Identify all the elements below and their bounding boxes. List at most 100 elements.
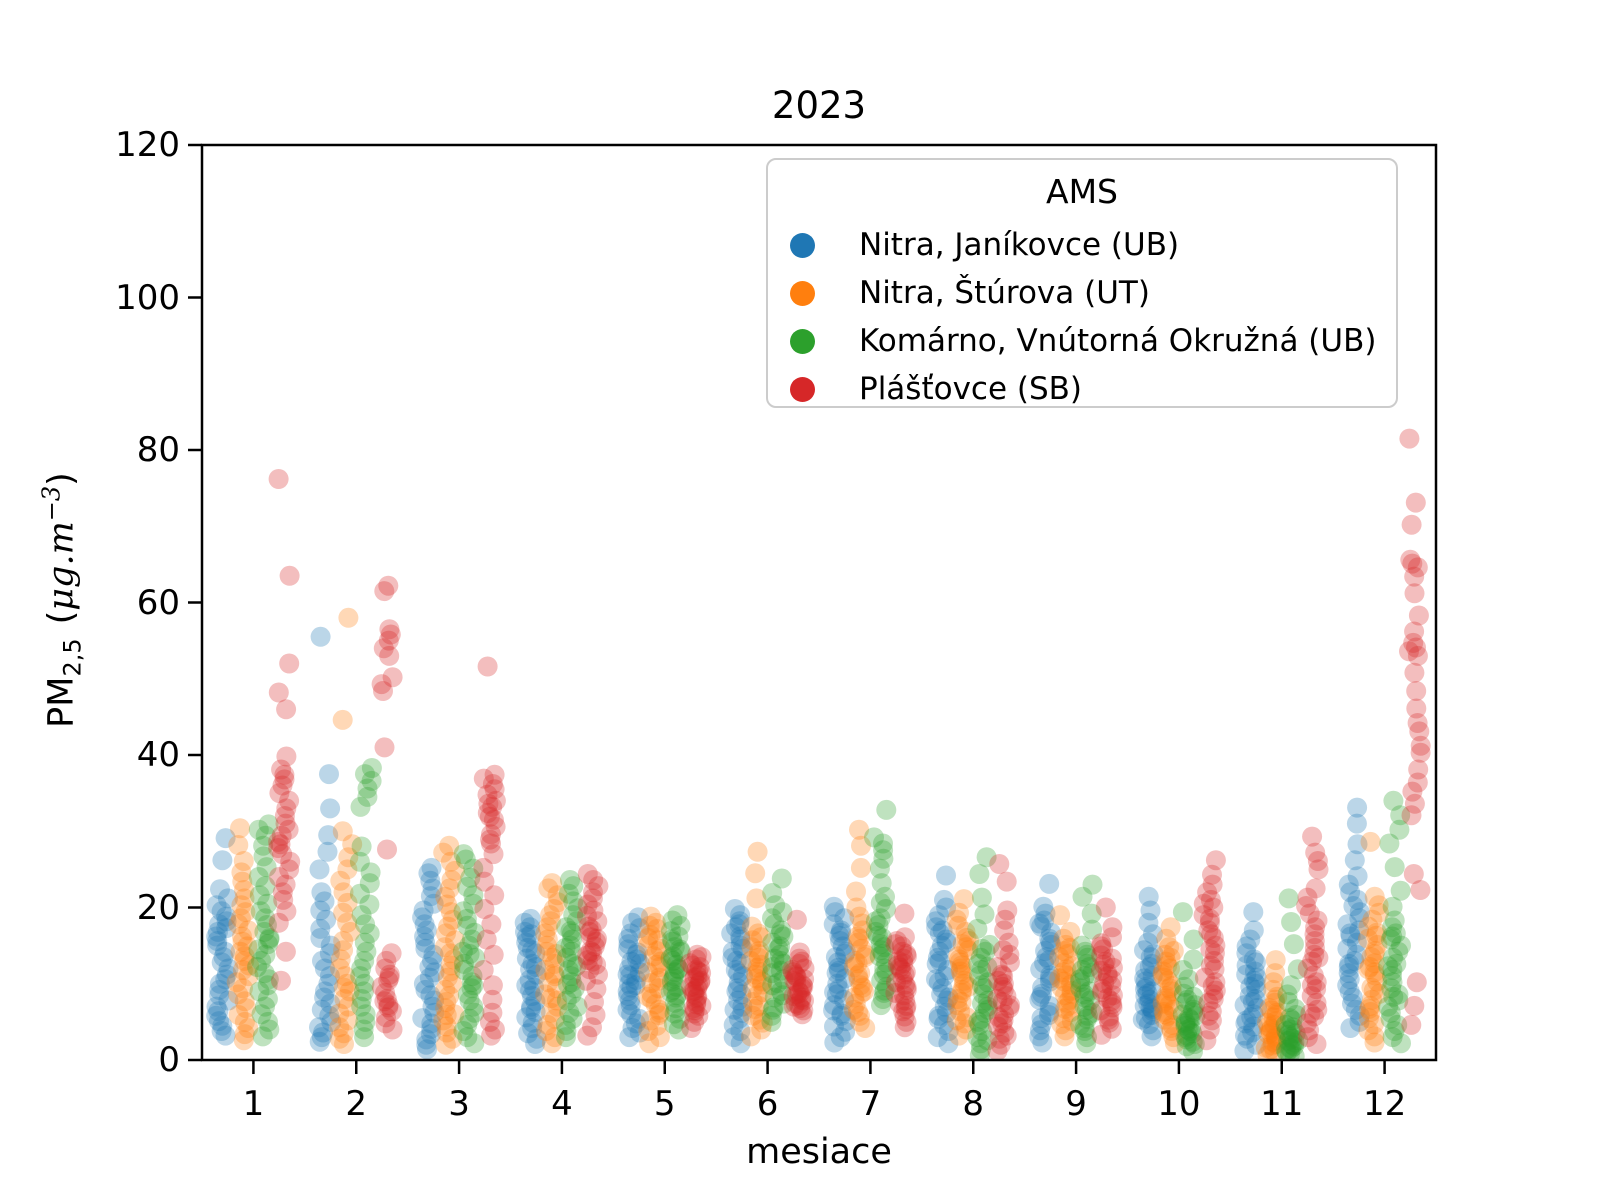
scatter-point <box>1136 976 1157 997</box>
scatter-point <box>660 982 681 1003</box>
scatter-point <box>480 829 500 850</box>
scatter-point <box>771 868 792 889</box>
scatter-point <box>556 947 577 968</box>
scatter-point <box>373 681 393 701</box>
scatter-point <box>894 903 915 924</box>
scatter-point <box>314 987 335 1008</box>
scatter-point <box>1142 953 1163 974</box>
scatter-point <box>1154 967 1174 988</box>
scatter-point <box>873 833 893 854</box>
scatter-point <box>255 944 276 965</box>
scatter-point <box>1301 986 1322 1006</box>
scatter-point <box>255 908 276 929</box>
scatter-point <box>209 973 230 994</box>
scatter-point <box>1176 1029 1197 1050</box>
scatter-point <box>988 1016 1009 1037</box>
scatter-point <box>792 1004 813 1025</box>
scatter-point <box>311 1027 332 1048</box>
scatter-point <box>746 888 767 909</box>
scatter-point <box>679 953 700 974</box>
scatter-point <box>850 1005 870 1026</box>
scatter-point <box>1031 1014 1052 1035</box>
scatter-point <box>748 995 769 1016</box>
scatter-point <box>1285 1023 1306 1044</box>
scatter-point <box>1358 928 1378 949</box>
scatter-point <box>329 1017 350 1038</box>
scatter-point <box>435 1034 456 1055</box>
scatter-point <box>256 857 277 878</box>
scatter-point <box>849 928 870 949</box>
scatter-point <box>1358 959 1379 980</box>
scatter-point <box>722 947 743 968</box>
scatter-point <box>310 918 331 939</box>
scatter-point <box>992 992 1013 1012</box>
scatter-point <box>1349 902 1370 923</box>
scatter-point <box>1152 993 1173 1014</box>
scatter-point <box>745 964 766 985</box>
scatter-point <box>1305 917 1326 938</box>
scatter-point <box>238 920 259 941</box>
scatter-point <box>1406 637 1426 658</box>
scatter-point <box>994 920 1015 941</box>
series-komarno <box>247 758 1411 1060</box>
scatter-point <box>1278 1024 1299 1045</box>
scatter-point <box>1281 1038 1302 1059</box>
scatter-point <box>638 962 658 983</box>
scatter-point <box>892 941 913 962</box>
scatter-point <box>643 946 664 967</box>
scatter-point <box>536 1021 557 1041</box>
scatter-point <box>835 1011 856 1032</box>
scatter-point <box>371 674 392 695</box>
scatter-point <box>234 991 255 1012</box>
scatter-point <box>1077 1008 1097 1029</box>
scatter-point <box>436 1005 457 1025</box>
scatter-point <box>275 813 296 834</box>
scatter-point <box>257 975 278 996</box>
scatter-point <box>732 938 753 959</box>
scatter-point <box>629 918 650 939</box>
scatter-point <box>218 958 239 979</box>
y-tick-label: 40 <box>136 735 180 775</box>
scatter-point <box>764 914 785 935</box>
scatter-point <box>987 1040 1008 1060</box>
scatter-point <box>375 958 396 979</box>
scatter-point <box>333 1023 354 1044</box>
scatter-point <box>1401 805 1422 826</box>
scatter-point <box>1346 813 1367 834</box>
scatter-point <box>567 898 588 919</box>
scatter-point <box>620 995 641 1016</box>
scatter-point <box>1260 1039 1281 1060</box>
scatter-point <box>1305 878 1326 899</box>
scatter-point <box>1275 1040 1296 1060</box>
scatter-point <box>1031 1008 1052 1029</box>
scatter-point <box>868 915 889 935</box>
scatter-point <box>320 798 341 819</box>
scatter-point <box>1040 965 1061 986</box>
scatter-point <box>381 943 402 964</box>
scatter-point <box>542 947 563 968</box>
scatter-point <box>234 946 255 967</box>
scatter-point <box>520 980 541 1001</box>
scatter-point <box>1276 1021 1297 1041</box>
scatter-point <box>850 963 871 984</box>
scatter-point <box>1140 947 1161 968</box>
scatter-point <box>1307 910 1328 931</box>
scatter-point <box>231 862 252 883</box>
scatter-point <box>1297 887 1318 908</box>
scatter-point <box>1235 1013 1256 1034</box>
scatter-point <box>333 977 354 998</box>
scatter-point <box>891 960 912 980</box>
scatter-point <box>1366 922 1387 943</box>
scatter-point <box>379 964 400 985</box>
scatter-point <box>1082 963 1103 984</box>
scatter-point <box>1347 797 1368 818</box>
scatter-point <box>1243 1016 1264 1037</box>
scatter-point <box>787 984 807 1005</box>
scatter-point <box>874 958 895 979</box>
scatter-point <box>557 974 578 995</box>
scatter-point <box>275 941 296 962</box>
scatter-point <box>250 901 271 922</box>
scatter-point <box>1172 1004 1193 1025</box>
scatter-point <box>661 929 682 950</box>
scatter-point <box>332 709 353 730</box>
